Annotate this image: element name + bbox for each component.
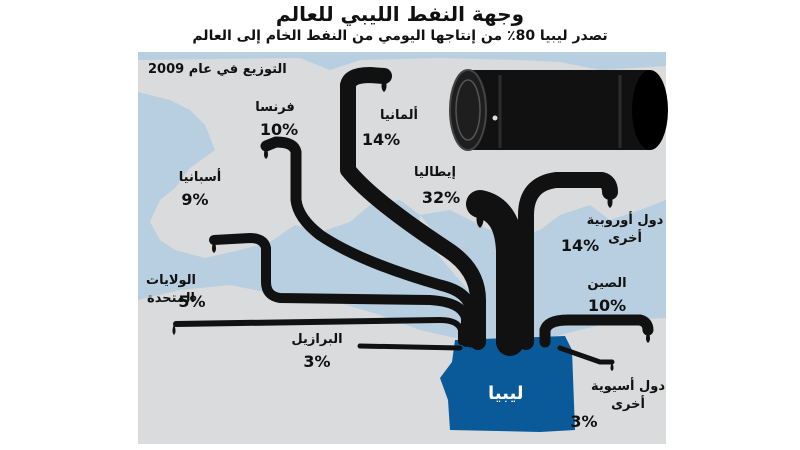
label-other-europe-name: دول أوروبية أخرى (586, 213, 664, 246)
label-italy-share: 32% (421, 188, 461, 207)
pipe-brazil (357, 343, 463, 351)
label-china-name: الصين (587, 276, 627, 291)
oil-drop-france (264, 146, 268, 159)
diagram-title: وجهة النفط الليبي للعالم (275, 2, 525, 26)
pipe-usa (173, 317, 464, 345)
oil-drop-germany (381, 76, 387, 92)
label-spain-name: أسبانيا (178, 170, 222, 185)
year-note: التوزيع في عام 2009 (148, 62, 287, 77)
label-spain-share: 9% (181, 190, 209, 209)
pipe-france (260, 136, 477, 348)
label-france-name: فرنسا (255, 100, 295, 115)
pipe-germany (340, 67, 486, 350)
label-france-share: 10% (259, 120, 299, 139)
label-other-asia-share: 3% (570, 412, 598, 431)
libya-shape (440, 336, 575, 432)
oil-drop-usa (172, 324, 176, 335)
label-other-europe-share: 14% (560, 236, 600, 255)
pipe-spain (209, 233, 471, 347)
oil-drop-other-asia (610, 362, 614, 371)
label-brazil-share: 3% (303, 352, 331, 371)
oil-barrel-icon (449, 69, 668, 151)
pipe-other-europe (518, 172, 618, 350)
diagram-subtitle: تصدر ليبيا 80٪ من إنتاجها اليومي من النف… (192, 28, 608, 44)
label-germany-share: 14% (361, 130, 401, 149)
label-germany-name: ألمانيا (379, 108, 418, 123)
oil-drop-china (646, 330, 650, 343)
label-brazil-name: البرازيل (291, 332, 343, 347)
pipe-italy (466, 190, 524, 356)
label-china-share: 10% (587, 296, 627, 315)
pipe-china (539, 314, 654, 348)
libya-label: ليبيا (488, 383, 524, 404)
oil-drop-italy (476, 204, 484, 228)
label-usa-name: الولايات المتحدة (146, 273, 196, 306)
pipe-other-asia (557, 345, 615, 365)
label-other-asia-name: دول أسيوية أخرى (590, 379, 666, 412)
label-italy-name: إيطاليا (414, 165, 456, 180)
label-usa-share: 5% (178, 292, 206, 311)
oil-drop-other-europe (607, 192, 613, 208)
oil-drop-spain (212, 240, 216, 253)
